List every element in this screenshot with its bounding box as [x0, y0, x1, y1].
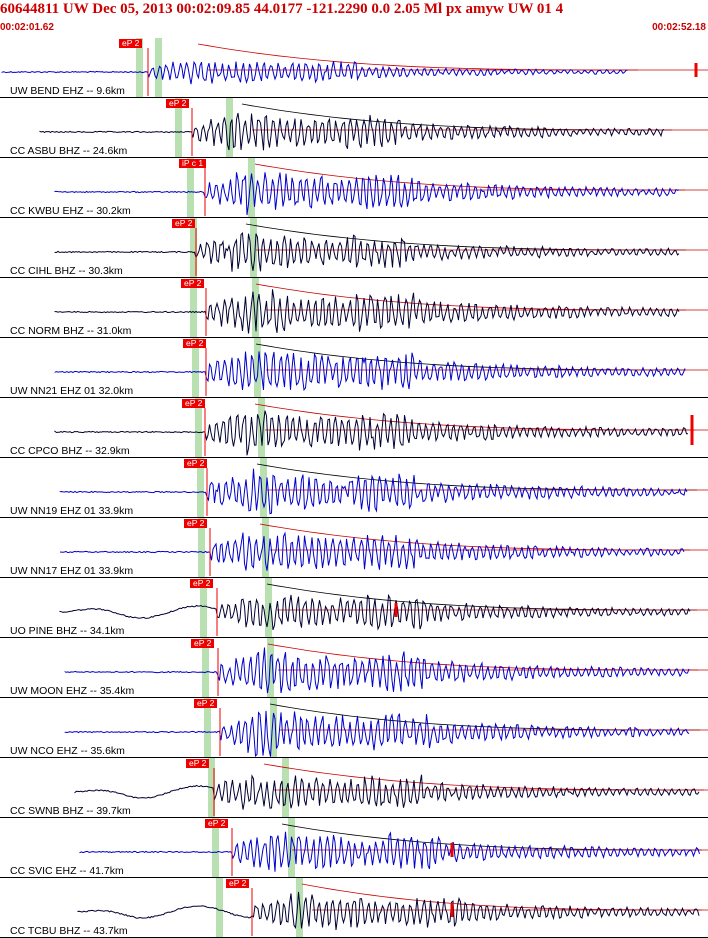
phase-pick-label[interactable]: eP 2	[166, 99, 190, 108]
window-band	[197, 458, 204, 518]
phase-pick-label[interactable]: eP 2	[182, 399, 206, 408]
station-label: UW MOON EHZ -- 35.4km	[10, 685, 135, 697]
window-band	[296, 878, 303, 938]
window-band	[258, 398, 265, 458]
waveform-trace[interactable]	[1, 60, 628, 85]
station-label: CC SWNB BHZ -- 39.7km	[10, 805, 131, 817]
window-band	[248, 158, 255, 218]
phase-pick-label[interactable]: eP 2	[119, 39, 143, 48]
waveform-trace[interactable]	[54, 410, 688, 456]
station-label: CC ASBU BHZ -- 24.6km	[10, 145, 128, 157]
window-band	[212, 818, 219, 878]
coda-curve	[267, 643, 698, 671]
phase-pick-label[interactable]: eP 2	[194, 699, 218, 708]
seismogram-traces	[0, 38, 708, 938]
window-band	[260, 458, 267, 518]
window-band	[265, 578, 272, 638]
waveform-trace[interactable]	[59, 593, 691, 631]
phase-pick-label[interactable]: eP 2	[186, 759, 210, 768]
amplitude-marker	[394, 603, 398, 617]
station-label: UW NN17 EHZ 01 33.9km	[10, 565, 134, 577]
window-band	[204, 698, 211, 758]
window-band	[270, 698, 277, 758]
window-band	[288, 818, 295, 878]
waveform-trace[interactable]	[39, 112, 665, 151]
waveform-trace[interactable]	[64, 647, 690, 694]
phase-pick-label[interactable]: eP 2	[226, 879, 250, 888]
window-band	[175, 98, 182, 158]
window-band	[250, 218, 257, 278]
amplitude-marker	[690, 415, 694, 445]
window-band	[187, 158, 194, 218]
waveform-trace[interactable]	[64, 710, 690, 757]
window-band	[136, 38, 143, 98]
coda-curve	[241, 103, 672, 131]
station-label: UW NCO EHZ -- 35.6km	[10, 745, 125, 757]
window-band	[190, 278, 197, 338]
coda-curve	[197, 43, 638, 71]
amplitude-marker	[450, 903, 454, 917]
station-label: UW BEND EHZ -- 9.6km	[10, 85, 125, 97]
window-band	[216, 878, 223, 938]
phase-pick-label[interactable]: eP 2	[191, 639, 215, 648]
phase-pick-label[interactable]: eP 2	[183, 339, 207, 348]
coda-curve	[281, 823, 702, 851]
coda-curve	[255, 283, 686, 311]
window-band	[202, 638, 209, 698]
phase-pick-label[interactable]: eP 2	[205, 819, 229, 828]
amplitude-marker	[450, 843, 454, 857]
station-label: UO PINE BHZ -- 34.1km	[10, 625, 125, 637]
window-band	[198, 518, 205, 578]
station-label: UW NN19 EHZ 01 33.9km	[10, 505, 134, 517]
window-band	[200, 578, 207, 638]
window-start-time: 00:02:01.62	[0, 22, 54, 33]
amplitude-marker	[694, 63, 698, 77]
waveform-trace[interactable]	[54, 172, 680, 216]
waveform-trace[interactable]	[59, 468, 688, 515]
station-label: CC NORM BHZ -- 31.0km	[10, 325, 132, 337]
window-band	[226, 98, 233, 158]
window-band	[190, 218, 197, 278]
station-label: CC KWBU EHZ -- 30.2km	[10, 205, 131, 217]
station-label: UW NN21 EHZ 01 32.0km	[10, 385, 134, 397]
window-band	[155, 38, 162, 98]
coda-curve	[301, 883, 702, 911]
record-header: 60644811 UW Dec 05, 2013 00:02:09.85 44.…	[0, 0, 708, 38]
station-label: CC TCBU BHZ -- 43.7km	[10, 925, 128, 937]
window-band	[195, 398, 202, 458]
phase-pick-label[interactable]: eP 2	[184, 519, 208, 528]
waveform-trace[interactable]	[54, 231, 680, 272]
window-band	[262, 518, 269, 578]
window-band	[267, 638, 274, 698]
station-label: CC CIHL BHZ -- 30.3km	[10, 265, 123, 277]
station-label: CC CPCO BHZ -- 32.9km	[10, 445, 130, 457]
seismogram-panel[interactable]: eP 2 UW BEND EHZ -- 9.6km eP 2 CC ASBU BHZ …	[0, 38, 708, 938]
station-label: CC SVIC EHZ -- 41.7km	[10, 865, 124, 877]
coda-curve	[245, 223, 686, 251]
window-band	[282, 758, 289, 818]
coda-curve	[254, 403, 695, 431]
waveform-trace[interactable]	[74, 774, 700, 810]
phase-pick-label[interactable]: iP c 1	[179, 159, 207, 168]
phase-pick-label[interactable]: eP 2	[184, 459, 208, 468]
waveform-trace[interactable]	[79, 831, 700, 872]
phase-pick-label[interactable]: eP 2	[190, 579, 214, 588]
window-band	[252, 278, 259, 338]
phase-pick-label[interactable]: eP 2	[172, 219, 196, 228]
phase-pick-label[interactable]: eP 2	[181, 279, 205, 288]
waveform-trace[interactable]	[77, 891, 700, 930]
waveform-trace[interactable]	[59, 531, 685, 571]
waveform-trace[interactable]	[54, 351, 686, 392]
window-end-time: 00:02:52.18	[652, 22, 706, 33]
window-band	[192, 338, 199, 398]
event-title: 60644811 UW Dec 05, 2013 00:02:09.85 44.…	[0, 1, 564, 17]
waveform-trace[interactable]	[54, 289, 680, 334]
